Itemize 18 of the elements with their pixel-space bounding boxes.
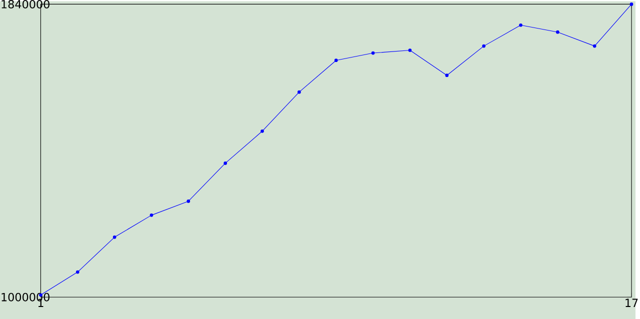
point (112, 235, 116, 239)
point (630, 2, 634, 6)
point (592, 44, 596, 48)
point (408, 48, 412, 52)
y-tick-label: 1840000 (2, 0, 50, 8)
point (445, 74, 449, 78)
point (371, 51, 375, 55)
point (482, 44, 486, 48)
point (150, 214, 154, 217)
point (334, 58, 338, 62)
point (224, 162, 228, 165)
point (519, 23, 522, 27)
point (260, 129, 264, 133)
point (76, 270, 80, 274)
point (298, 90, 301, 94)
point (186, 200, 190, 203)
point (556, 30, 560, 34)
x-tick-label: 17 (626, 298, 638, 307)
